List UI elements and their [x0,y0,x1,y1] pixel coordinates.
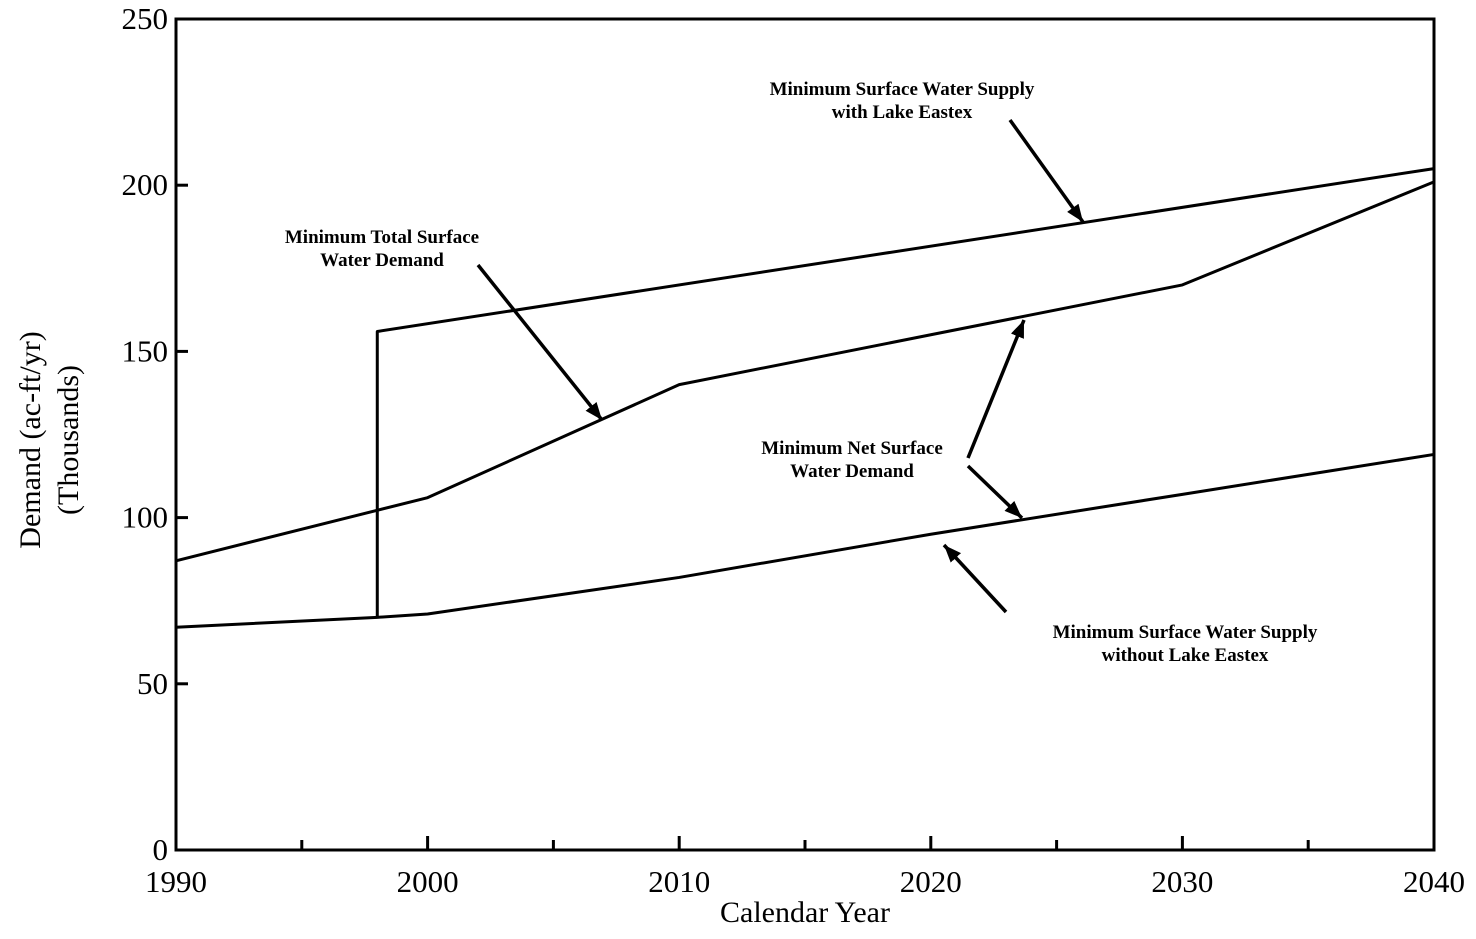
x-tick-label: 2000 [397,864,459,899]
annotation-arrow [1008,118,1085,224]
y-tick-label: 200 [122,167,169,202]
y-tick-label: 150 [122,333,169,368]
x-tick-label: 1990 [145,864,207,899]
annotation-text: Water Demand [790,461,914,482]
y-tick-label: 50 [137,666,168,701]
annotation-text: Minimum Total Surface [285,227,479,248]
annotation-text: with Lake Eastex [832,102,973,123]
annotation-text: without Lake Eastex [1102,645,1269,666]
annotation-arrow [966,319,1026,459]
series-line [175,452,1435,629]
annotation-text: Minimum Surface Water Supply [770,79,1035,100]
annotation-text: Minimum Net Surface [761,438,943,459]
y-tick-label: 0 [153,832,169,867]
x-tick-label: 2010 [648,864,710,899]
y-tick-label: 100 [122,500,169,535]
y-axis-title: (Thousands) [52,365,85,515]
y-axis-title: Demand (ac-ft/yr) [14,331,47,548]
plot-frame [174,17,1436,852]
x-tick-label: 2020 [900,864,962,899]
series-line [175,180,1435,563]
x-tick-label: 2040 [1403,864,1465,899]
series-line [375,167,1435,618]
annotation-text: Minimum Surface Water Supply [1053,622,1318,643]
annotation-arrow [966,464,1024,520]
annotation-arrow [942,543,1008,614]
x-tick-label: 2030 [1151,864,1213,899]
annotation-arrow [476,263,604,422]
x-axis-title: Calendar Year [720,896,890,929]
y-tick-label: 250 [122,1,169,36]
annotation-text: Water Demand [320,250,444,271]
